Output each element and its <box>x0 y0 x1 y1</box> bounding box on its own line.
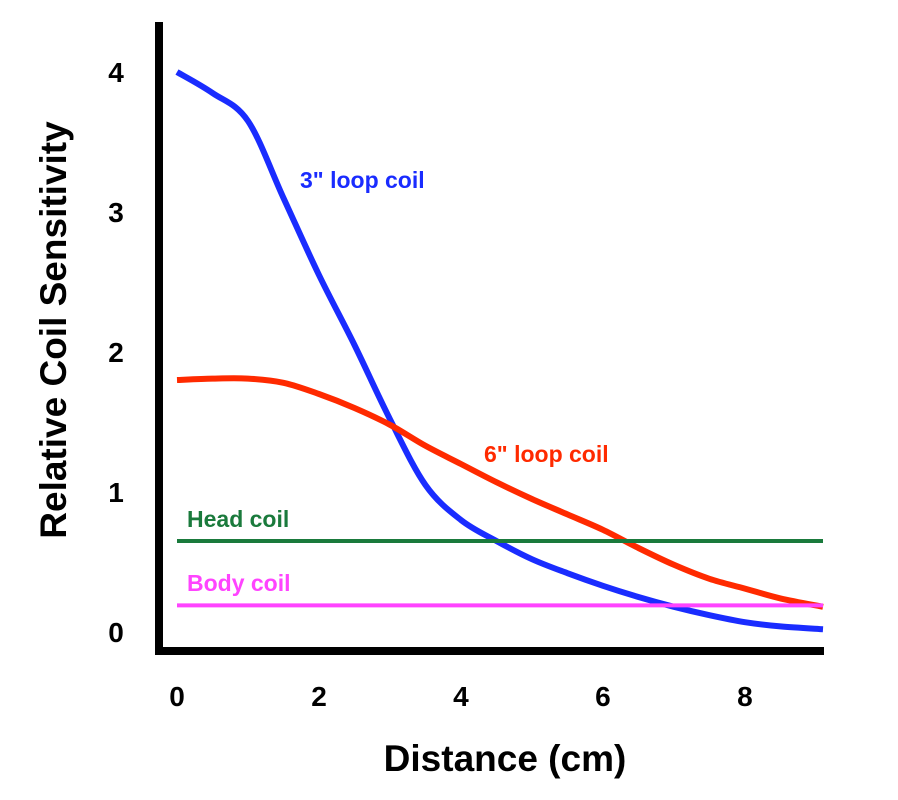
y-tick-label: 2 <box>108 337 124 368</box>
series-label-6-loop-coil: 6" loop coil <box>484 441 609 467</box>
x-tick-label: 8 <box>737 681 753 712</box>
ticks-layer: 0 2 4 6 8 0 1 2 3 4 <box>108 57 752 712</box>
y-tick-label: 1 <box>108 477 124 508</box>
y-tick-label: 0 <box>108 617 124 648</box>
axes-layer <box>155 22 824 655</box>
x-tick-label: 2 <box>311 681 327 712</box>
y-axis-title: Relative Coil Sensitivity <box>33 121 74 539</box>
series-label-3-loop-coil: 3" loop coil <box>300 167 425 193</box>
x-tick-label: 4 <box>453 681 469 712</box>
y-tick-label: 3 <box>108 197 124 228</box>
series-layer <box>175 69 824 633</box>
x-tick-label: 0 <box>169 681 185 712</box>
series-line-6-loop-coil <box>176 375 824 610</box>
x-tick-label: 6 <box>595 681 611 712</box>
labels-layer: 3" loop coil 6" loop coil Head coil Body co… <box>187 167 609 596</box>
y-tick-label: 4 <box>108 57 124 88</box>
x-axis-title: Distance (cm) <box>384 738 627 779</box>
series-line-3-loop-coil <box>175 69 824 633</box>
series-label-head-coil: Head coil <box>187 506 289 532</box>
series-label-body-coil: Body coil <box>187 570 291 596</box>
